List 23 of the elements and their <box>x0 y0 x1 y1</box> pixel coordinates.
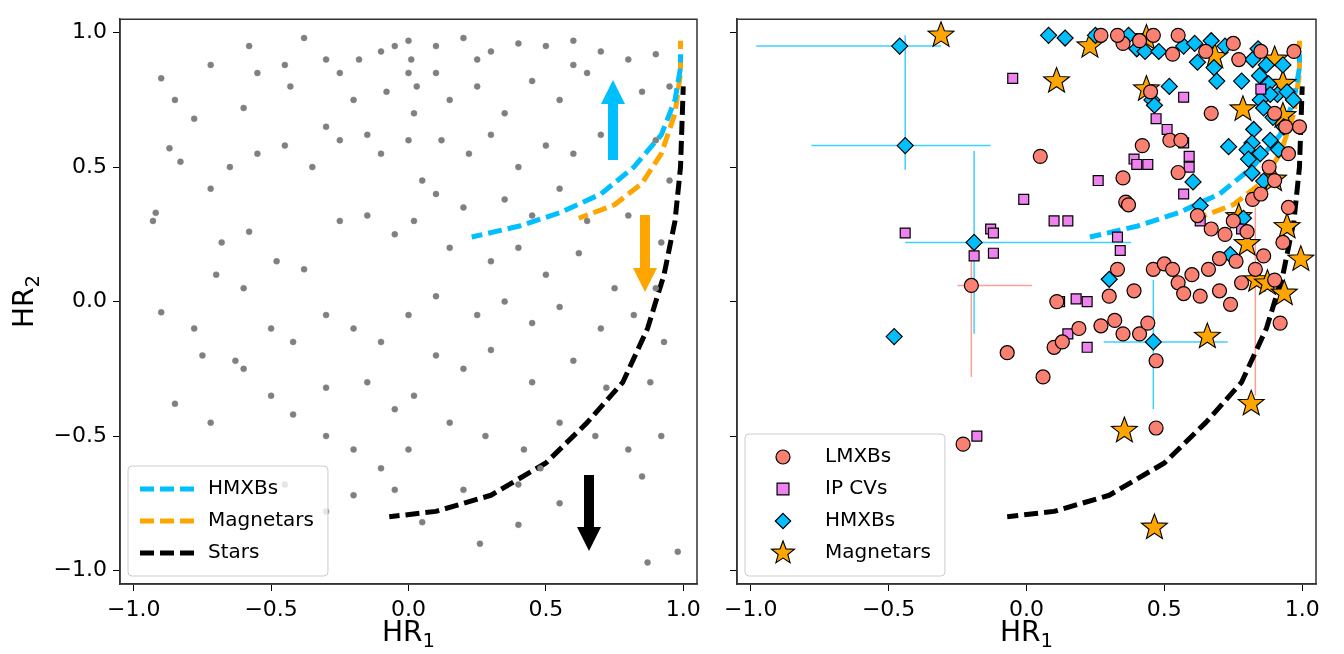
x-tick-label: 1.0 <box>665 595 701 621</box>
legend-label: HMXBs <box>208 475 279 500</box>
x-tick-label: −0.5 <box>861 595 916 621</box>
x-tick-label: −0.5 <box>244 595 298 621</box>
legend-label: Stars <box>208 539 260 564</box>
x-tick-label: 0.0 <box>391 595 426 621</box>
x-tick-label: 0.5 <box>528 595 564 621</box>
x-tick-label: 0.0 <box>1009 595 1044 621</box>
y-tick-label: 1.0 <box>72 18 107 44</box>
legend-label: HMXBs <box>825 507 896 532</box>
legend-label: Magnetars <box>825 539 931 564</box>
legend-label: LMXBs <box>825 443 892 468</box>
x-tick-label: −1.0 <box>107 595 161 621</box>
x-tick-label: 1.0 <box>1284 595 1320 621</box>
y-tick-label: 0.0 <box>72 287 107 313</box>
y-axis-title: HR2 <box>7 275 45 329</box>
y-tick-label: −0.5 <box>53 421 107 447</box>
legend-label: Magnetars <box>208 507 314 532</box>
legend-label: IP CVs <box>825 475 888 500</box>
y-tick-label: −1.0 <box>53 556 107 582</box>
y-tick-label: 0.5 <box>72 152 107 178</box>
x-tick-label: −1.0 <box>724 595 778 621</box>
x-tick-label: 0.5 <box>1146 595 1182 621</box>
